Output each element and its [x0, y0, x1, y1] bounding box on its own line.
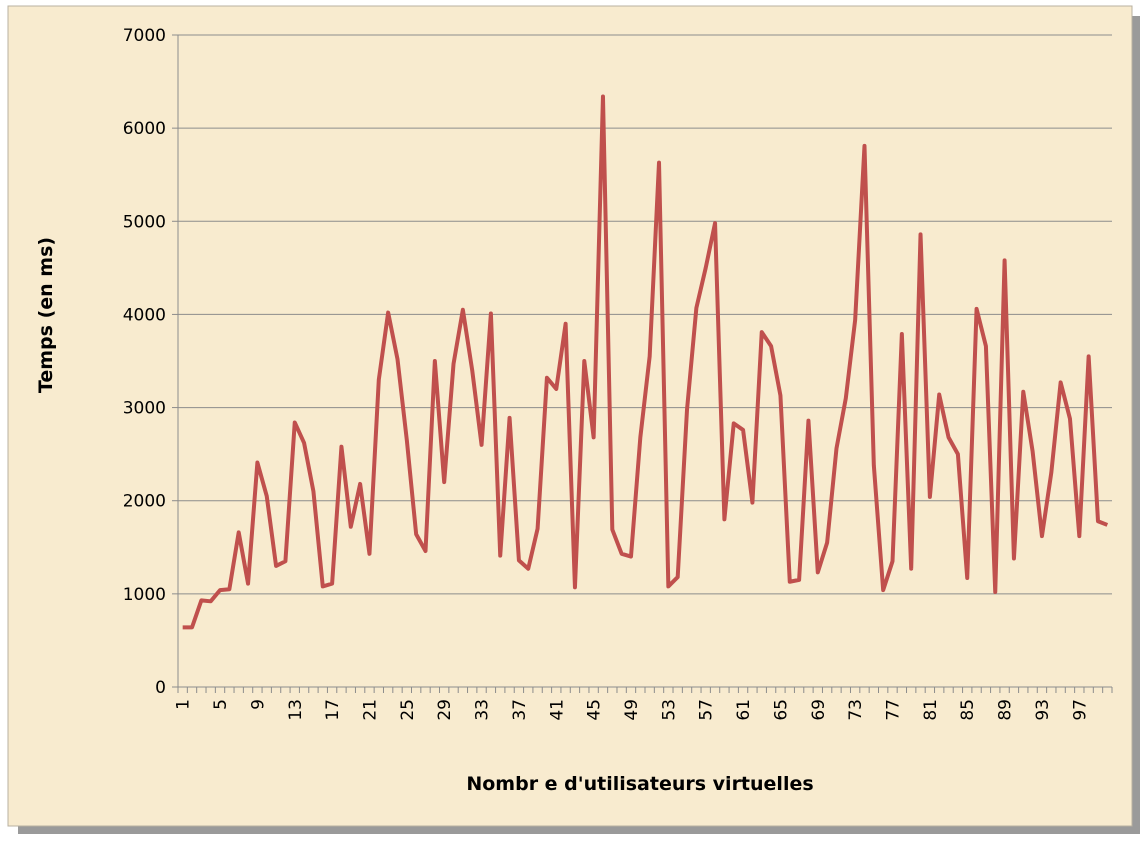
x-tick-label: 69 — [809, 699, 829, 721]
x-tick-label: 53 — [659, 699, 679, 721]
y-tick-label: 0 — [155, 678, 166, 698]
x-tick-label: 9 — [248, 699, 268, 710]
x-tick-label: 41 — [547, 699, 567, 721]
x-tick-label: 13 — [286, 699, 306, 721]
x-tick-label: 57 — [697, 699, 717, 721]
x-tick-label: 97 — [1070, 699, 1090, 721]
x-tick-label: 77 — [884, 699, 904, 721]
y-axis-title: Temps (en ms) — [35, 237, 57, 393]
x-tick-label: 73 — [846, 699, 866, 721]
x-tick-label: 81 — [921, 699, 941, 721]
x-tick-label: 37 — [510, 699, 530, 721]
y-tick-label: 1000 — [123, 585, 166, 605]
y-tick-label: 7000 — [123, 26, 166, 46]
y-tick-label: 6000 — [123, 119, 166, 139]
x-tick-label: 65 — [771, 699, 791, 721]
x-tick-label: 29 — [435, 699, 455, 721]
y-tick-label: 4000 — [123, 305, 166, 325]
x-tick-label: 61 — [734, 699, 754, 721]
x-tick-label: 1 — [174, 699, 194, 710]
x-tick-label: 93 — [1033, 699, 1053, 721]
y-tick-label: 2000 — [123, 492, 166, 512]
y-tick-label: 5000 — [123, 212, 166, 232]
x-tick-label: 85 — [958, 699, 978, 721]
x-tick-label: 21 — [360, 699, 380, 721]
x-tick-label: 49 — [622, 699, 642, 721]
y-tick-label: 3000 — [123, 399, 166, 419]
x-tick-label: 89 — [996, 699, 1016, 721]
x-tick-label: 5 — [211, 699, 231, 710]
x-axis-title: Nombr e d'utilisateurs virtuelles — [466, 773, 813, 795]
x-tick-label: 25 — [398, 699, 418, 721]
x-tick-label: 17 — [323, 699, 343, 721]
data-line — [182, 94, 1109, 630]
x-tick-label: 45 — [585, 699, 605, 721]
x-tick-label: 33 — [473, 699, 493, 721]
